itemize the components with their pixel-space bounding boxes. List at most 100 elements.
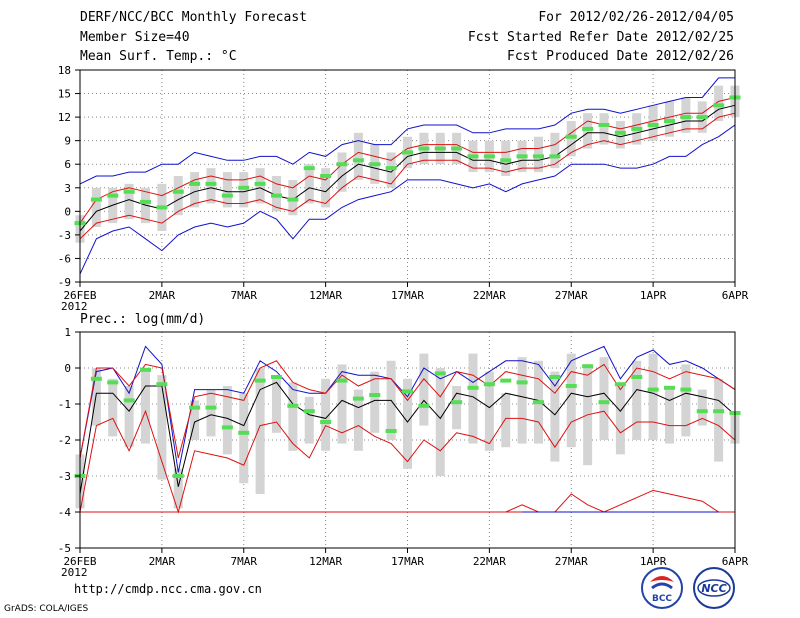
member-bar <box>565 384 577 388</box>
member-bar <box>238 430 250 435</box>
ensemble-spread-box <box>665 389 674 444</box>
member-bar <box>205 181 217 186</box>
ensemble-spread-box <box>321 378 331 451</box>
member-bar <box>90 376 102 381</box>
member-bar <box>336 378 348 383</box>
x-tick-label: 1APR <box>640 555 667 568</box>
member-bar <box>483 382 495 387</box>
y-tick-label: 0 <box>64 362 71 375</box>
ensemble-spread-box <box>566 353 576 448</box>
member-bar <box>271 193 282 198</box>
ensemble-spread-box <box>304 164 314 204</box>
x-tick-label: 12MAR <box>309 555 342 568</box>
ensemble-spread-box <box>222 386 232 455</box>
bcc-logo-text: BCC <box>652 594 672 604</box>
member-bar <box>467 385 479 390</box>
member-bar <box>664 385 675 390</box>
member-bar <box>156 382 168 387</box>
x-tick-label: 27MAR <box>555 289 588 302</box>
ensemble-spread-box <box>353 389 363 451</box>
ensemble-spread-box <box>370 371 380 433</box>
y-tick-label: 3 <box>64 182 71 195</box>
member-bar <box>549 154 561 159</box>
ensemble-spread-box <box>173 176 183 216</box>
y-tick-label: -1 <box>58 398 71 411</box>
x-tick-year-label: 2012 <box>61 300 88 313</box>
ensemble-mean-line <box>79 104 736 232</box>
ensemble-spread-box <box>583 368 593 466</box>
ensemble-spread-box <box>190 400 200 440</box>
ensemble-spread-box <box>108 378 118 437</box>
member-bar <box>516 154 528 159</box>
member-bar <box>647 122 659 127</box>
member-bar <box>402 389 413 394</box>
member-bar <box>205 405 217 410</box>
ensemble-spread-box <box>599 357 609 440</box>
ncc-logo-ring <box>693 567 735 609</box>
ensemble-spread-box <box>255 368 265 494</box>
ensemble-spread-box <box>681 364 691 437</box>
member-bar <box>500 378 512 383</box>
x-tick-label: 22MAR <box>473 289 506 302</box>
ensemble-spread-box <box>484 371 494 451</box>
member-bar <box>533 154 544 159</box>
ensemble-spread-box <box>272 375 281 433</box>
member-bar <box>680 115 692 120</box>
ensemble-spread-box <box>239 393 249 484</box>
member-bar <box>500 158 512 163</box>
lower-outer-line <box>79 124 736 275</box>
member-bar <box>336 162 348 167</box>
grads-credit: GrADS: COLA/IGES <box>4 604 89 614</box>
member-bar <box>189 405 201 410</box>
forecast-produced-date: Fcst Produced Date 2012/02/26 <box>507 49 734 64</box>
x-tick-label: 27MAR <box>555 555 588 568</box>
member-bar <box>713 103 725 108</box>
member-bar <box>369 393 381 397</box>
ensemble-spread-box <box>91 187 101 228</box>
member-bar <box>418 403 430 408</box>
ensemble-spread-box <box>697 389 707 426</box>
ensemble-spread-box <box>124 183 134 220</box>
member-bar <box>90 197 102 202</box>
x-tick-label: 2MAR <box>149 289 176 302</box>
member-bar <box>369 162 381 167</box>
ncc-logo: NCC <box>693 567 735 609</box>
member-bar <box>418 146 430 151</box>
member-bar <box>614 382 626 387</box>
bcc-logo-ring <box>641 567 683 609</box>
y-tick-label: -2 <box>58 434 71 447</box>
source-url[interactable]: http://cmdp.ncc.cma.gov.cn <box>74 582 262 596</box>
member-bar <box>287 197 299 202</box>
ensemble-spread-box <box>288 382 298 451</box>
ensemble-spread-box <box>648 353 658 440</box>
ensemble-spread-box <box>124 386 134 448</box>
member-bar <box>107 193 119 198</box>
member-bar <box>172 189 184 194</box>
ensemble-spread-box <box>550 371 560 462</box>
x-tick-label: 7MAR <box>231 555 258 568</box>
forecast-start-date: Fcst Started Refer Date 2012/02/25 <box>467 30 734 45</box>
member-bar <box>565 134 577 139</box>
member-bar <box>303 166 315 171</box>
member-bar <box>451 146 463 151</box>
member-bar <box>434 146 446 151</box>
x-tick-label: 17MAR <box>391 289 424 302</box>
forecast-period: For 2012/02/26-2012/04/05 <box>538 10 734 25</box>
member-bar <box>434 371 446 376</box>
member-size-label: Member Size=40 <box>80 30 190 45</box>
member-bar <box>598 400 610 405</box>
ncc-logo-text: NCC <box>701 582 726 595</box>
member-bar <box>483 154 495 159</box>
y-tick-label: 18 <box>58 64 71 77</box>
member-bar <box>107 380 119 385</box>
x-tick-label: 12MAR <box>309 289 342 302</box>
member-bar <box>451 400 463 405</box>
y-tick-label: 0 <box>64 205 71 218</box>
member-bar <box>647 387 659 392</box>
x-tick-label: 7MAR <box>231 289 258 302</box>
ensemble-mean-line <box>79 381 736 495</box>
ensemble-spread-box <box>337 152 347 192</box>
member-bar <box>254 378 266 383</box>
ensemble-spread-box <box>337 364 347 444</box>
